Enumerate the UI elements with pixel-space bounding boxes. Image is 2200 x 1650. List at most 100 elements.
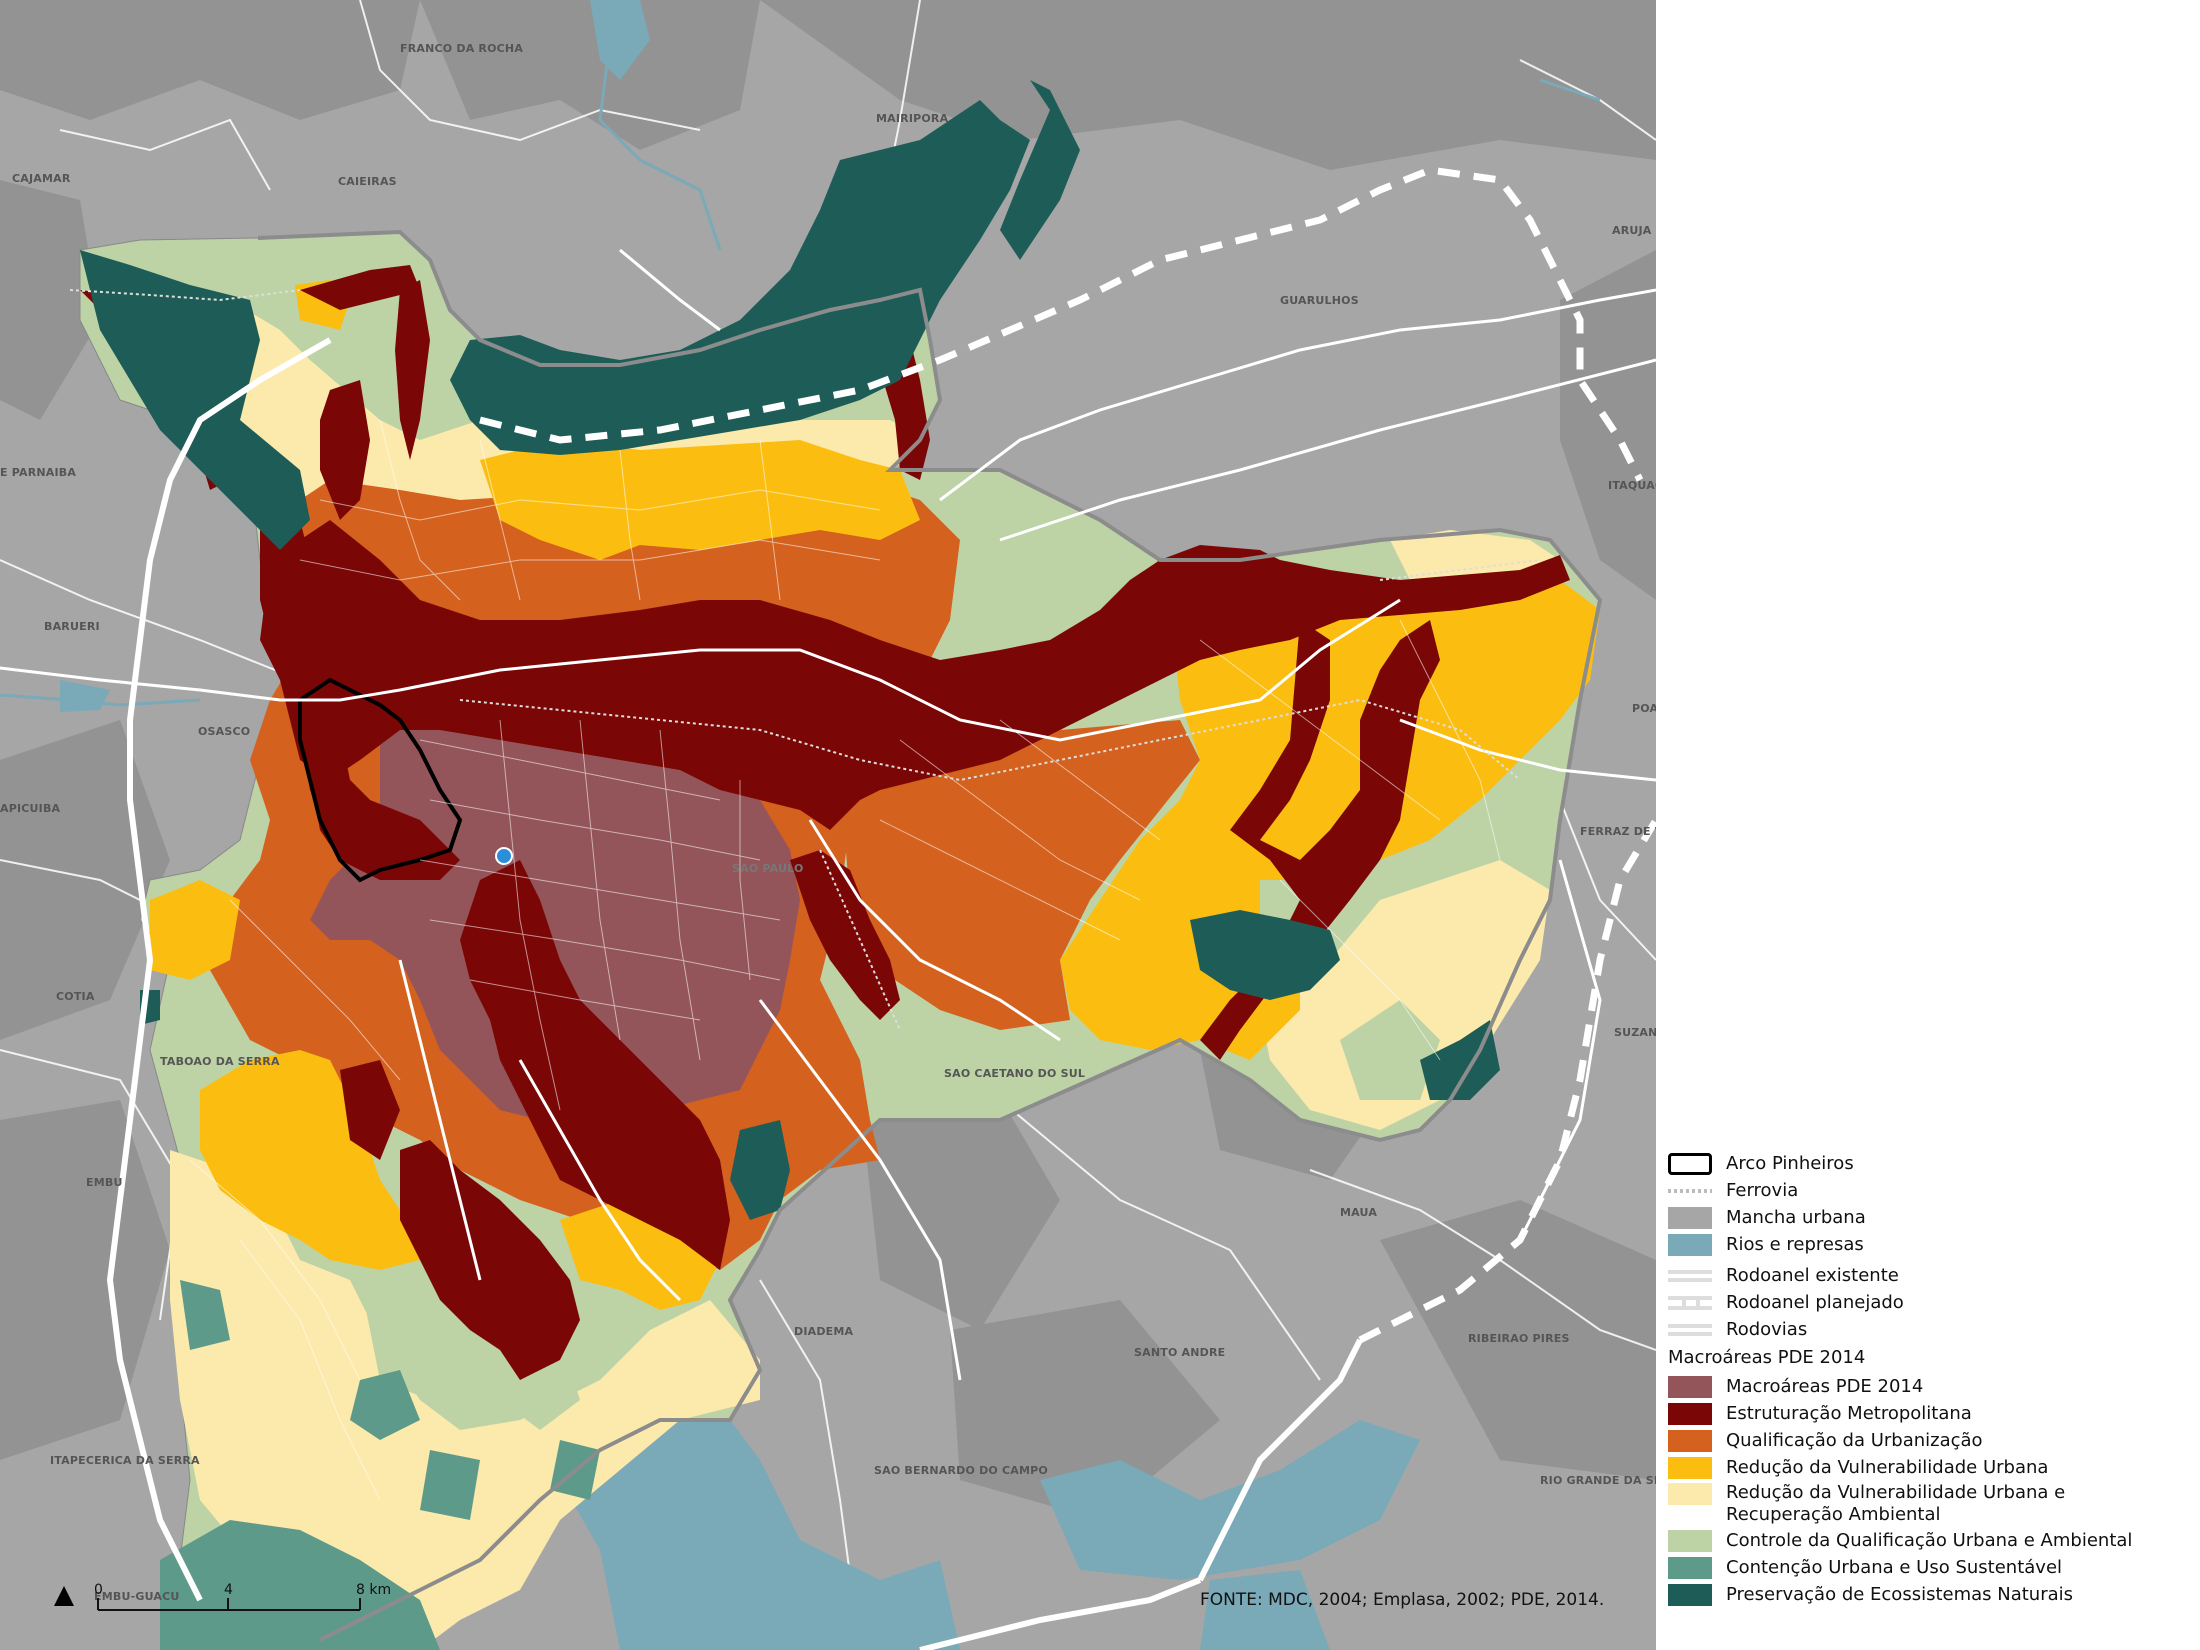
macroarea-estruturacao-sw <box>400 1140 580 1380</box>
legend-swatch <box>1668 1583 1712 1606</box>
legend-label: Mancha urbana <box>1726 1207 1866 1228</box>
legend-swatch <box>1668 1402 1712 1425</box>
macroarea-estruturacao-nw2 <box>300 265 420 310</box>
legend-item: Macroáreas PDE 2014 <box>1668 1373 2193 1400</box>
scale-label: 8 km <box>356 1582 391 1598</box>
city-label: COTIA <box>56 990 95 1003</box>
legend-label: Redução da Vulnerabilidade Urbana e Recu… <box>1726 1482 2066 1525</box>
legend-swatch-road-dash <box>1668 1295 1712 1310</box>
ferrovia <box>69 289 1541 1031</box>
legend-item: Mancha urbana <box>1668 1204 2193 1231</box>
city-label: TABOAO DA SERRA <box>160 1055 280 1068</box>
dark-terrain <box>0 0 1656 1520</box>
city-label: E PARNAIBA <box>0 466 76 479</box>
legend-swatch-outline <box>1668 1152 1712 1175</box>
legend-swatch <box>1668 1233 1712 1256</box>
legend-label: Redução da Vulnerabilidade Urbana <box>1726 1457 2049 1478</box>
legend-item: Rodoanel existente <box>1668 1262 2193 1289</box>
legend-swatch-road <box>1668 1323 1712 1336</box>
macroarea-recuperacao-east <box>1260 860 1550 1130</box>
city-label: MAIRIPORA <box>876 112 949 125</box>
city-label: RIO GRANDE DA SE <box>1540 1474 1656 1487</box>
city-label: OSASCO <box>198 725 250 738</box>
legend-label: Rios e represas <box>1726 1234 1864 1255</box>
legend-item: Redução da Vulnerabilidade Urbana e Recu… <box>1668 1481 2193 1527</box>
macroarea-recuperacao-south <box>170 1150 760 1650</box>
scale-bar: 0 4 8 km <box>54 1582 391 1611</box>
city-label: SUZAN <box>1614 1026 1656 1039</box>
city-label: FRANCO DA ROCHA <box>400 42 523 55</box>
legend-swatch <box>1668 1529 1712 1552</box>
legend-item: Rodoanel planejado <box>1668 1289 2193 1316</box>
city-label: CAIEIRAS <box>338 175 397 188</box>
macroarea-preservacao-east <box>1190 910 1340 1000</box>
street-network <box>189 419 1501 1501</box>
city-label: APICUIBA <box>0 802 61 815</box>
macroarea-preservacao-ne <box>1000 80 1080 260</box>
legend-item: Rios e represas <box>1668 1231 2193 1258</box>
legend-label: Rodoanel existente <box>1726 1265 1899 1286</box>
macroarea-contencao-sw <box>200 1560 380 1650</box>
legend-label: Ferrovia <box>1726 1180 1799 1201</box>
macroarea-estruturacao-n2 <box>395 280 430 460</box>
macroarea-estruturacao-wlobe <box>300 720 460 880</box>
scale-label: 0 <box>94 1582 103 1598</box>
legend-swatch-road <box>1668 1269 1712 1282</box>
city-label: MAUA <box>1340 1206 1377 1219</box>
legend-swatch <box>1668 1556 1712 1579</box>
macroarea-estruturacao-n <box>320 380 370 520</box>
city-label: EMBU <box>86 1176 123 1189</box>
macroarea-estruturacao-east <box>1200 620 1440 1060</box>
source-note: FONTE: MDC, 2004; Emplasa, 2002; PDE, 20… <box>1200 1590 1605 1610</box>
scale-label: 4 <box>224 1582 233 1598</box>
city-label: BARUERI <box>44 620 100 633</box>
legend-swatch <box>1668 1456 1712 1479</box>
legend-label: Preservação de Ecossistemas Naturais <box>1726 1584 2074 1605</box>
legend-item: Ferrovia <box>1668 1177 2193 1204</box>
legend-label: Contenção Urbana e Uso Sustentável <box>1726 1557 2063 1578</box>
legend-label: Qualificação da Urbanização <box>1726 1430 1983 1451</box>
rodoanel-planejado <box>479 166 1656 1344</box>
city-label: EMBU-GUACU <box>94 1590 179 1603</box>
city-label: ITAPECERICA DA SERRA <box>50 1454 200 1467</box>
macroarea-preservacao-south <box>730 1120 790 1220</box>
city-label: POA <box>1632 702 1656 715</box>
location-marker[interactable] <box>495 847 513 865</box>
macroarea-preservacao-se <box>1420 1020 1500 1100</box>
legend-item: Rodovias <box>1668 1316 2193 1343</box>
north-arrow-icon <box>54 1586 74 1606</box>
legend-label: Rodovias <box>1726 1319 1808 1340</box>
macroarea-estruturacao-main <box>260 520 1570 830</box>
city-label: RIBEIRAO PIRES <box>1468 1332 1570 1345</box>
macroarea-qualificacao-east <box>840 720 1200 1030</box>
map-canvas[interactable]: FRANCO DA ROCHA MAIRIPORA CAJAMAR CAIEIR… <box>0 0 1656 1650</box>
macroarea-central <box>310 700 800 1130</box>
city-label: GUARULHOS <box>1280 294 1359 307</box>
macroarea-reducao-lower <box>150 880 240 980</box>
rodovias <box>0 248 1656 1381</box>
city-label: FERRAZ DE V <box>1580 825 1656 838</box>
arco-pinheiros-outline <box>298 677 463 883</box>
legend-item: Arco Pinheiros <box>1668 1150 2193 1177</box>
city-label: ITAQUAQ <box>1608 479 1656 492</box>
legend-swatch <box>1668 1375 1712 1398</box>
legend-item: Preservação de Ecossistemas Naturais <box>1668 1581 2193 1608</box>
legend-item: Contenção Urbana e Uso Sustentável <box>1668 1554 2193 1581</box>
city-label: SANTO ANDRE <box>1134 1346 1225 1359</box>
legend-label: Estruturação Metropolitana <box>1726 1403 1972 1424</box>
legend-item: Controle da Qualificação Urbana e Ambien… <box>1668 1527 2193 1554</box>
legend-section-title: Macroáreas PDE 2014 <box>1668 1347 1866 1368</box>
macroarea-preservacao-nw <box>80 250 310 550</box>
legend-label: Rodoanel planejado <box>1726 1292 1904 1313</box>
legend-swatch <box>1668 1206 1712 1229</box>
rodoanel-existente <box>106 337 1363 1650</box>
macroarea-estruturacao-south <box>460 860 730 1270</box>
legend-label: Macroáreas PDE 2014 <box>1726 1376 1924 1397</box>
legend-label: Controle da Qualificação Urbana e Ambien… <box>1726 1530 2133 1551</box>
legend-swatch-rail <box>1668 1188 1712 1193</box>
macroarea-estruturacao-left <box>260 520 310 640</box>
municipality-outline <box>257 229 1603 1642</box>
city-label: CAJAMAR <box>12 172 71 185</box>
macroarea-estruturacao-sse <box>790 850 900 1020</box>
city-label: DIADEMA <box>794 1325 854 1338</box>
